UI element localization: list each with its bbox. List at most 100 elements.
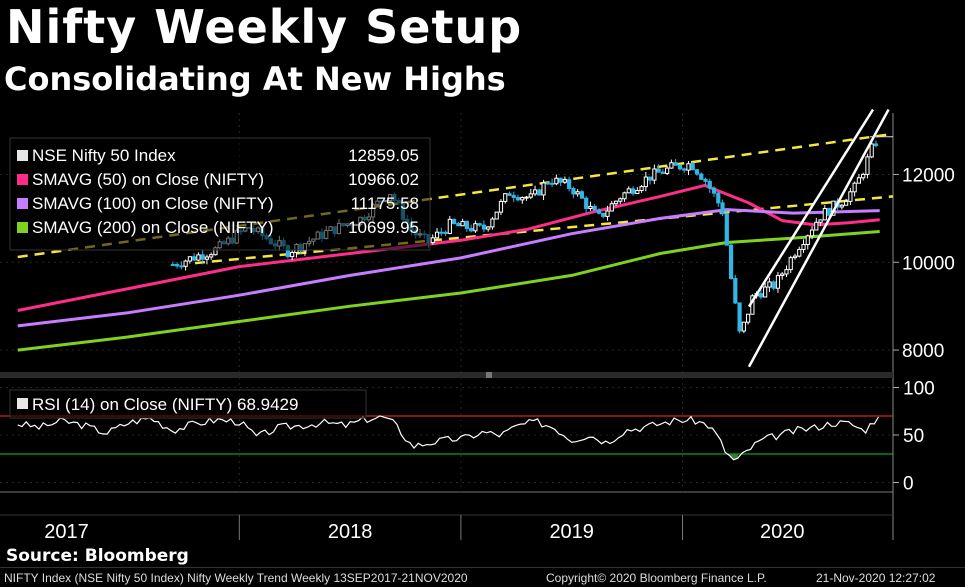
candle-body bbox=[541, 182, 546, 196]
candle-body bbox=[596, 209, 602, 214]
candle-body bbox=[545, 182, 550, 185]
candle-body bbox=[528, 193, 533, 198]
year-label: 2019 bbox=[549, 521, 594, 543]
candle-body bbox=[839, 204, 844, 208]
candle-body bbox=[477, 223, 482, 226]
rsi-legend-label: RSI (14) on Close (NIFTY) 68.9429 bbox=[32, 395, 298, 414]
candle-body bbox=[856, 177, 862, 184]
channel-line bbox=[17, 132, 894, 259]
candle-body bbox=[771, 281, 776, 289]
candle-body bbox=[588, 205, 593, 209]
candle-body bbox=[618, 198, 623, 202]
candle-body bbox=[511, 194, 516, 198]
legend-series-name: SMAVG (50) on Close (NIFTY) bbox=[32, 170, 264, 189]
candle-body bbox=[716, 192, 721, 204]
chart-subtitle: Consolidating At New Highs bbox=[4, 60, 506, 98]
footer-security: NIFTY Index (NSE Nifty 50 Index) Nifty W… bbox=[4, 571, 468, 585]
candle-body bbox=[869, 143, 874, 158]
candle-body bbox=[498, 200, 504, 213]
candle-body bbox=[780, 273, 785, 277]
rising-wedge-line bbox=[747, 108, 890, 368]
candle-body bbox=[464, 220, 469, 229]
price-tick-label: 10000 bbox=[902, 253, 955, 274]
candle-body bbox=[554, 177, 559, 185]
candle-body bbox=[707, 180, 712, 189]
legend-swatch bbox=[17, 222, 28, 233]
candle-body bbox=[439, 231, 444, 234]
rsi-tick-label: 0 bbox=[903, 474, 914, 495]
candle-body bbox=[549, 182, 555, 185]
candle-body bbox=[613, 200, 619, 205]
candle-body bbox=[865, 156, 870, 175]
candle-body bbox=[844, 200, 849, 206]
nifty-chart: 12000 10000 8000 NSE Nifty 50 Index 12859.0… bbox=[0, 108, 955, 543]
legend-series-value: 12859.05 bbox=[348, 146, 419, 165]
candle-body bbox=[797, 248, 802, 257]
candle-body bbox=[801, 244, 806, 250]
candle-body bbox=[209, 254, 214, 258]
candle-body bbox=[703, 178, 708, 182]
candle-body bbox=[460, 220, 465, 227]
legend-box bbox=[9, 137, 431, 251]
candle-body bbox=[592, 205, 597, 211]
candle-body bbox=[524, 196, 529, 199]
rsi-axis: 100 50 0 bbox=[893, 379, 935, 495]
candle-body bbox=[792, 255, 798, 259]
price-tick-label: 12000 bbox=[902, 165, 955, 186]
price-axis: 12000 10000 8000 bbox=[870, 136, 955, 362]
year-label: 2017 bbox=[44, 521, 89, 543]
legend-series-value: 11175.58 bbox=[351, 194, 419, 213]
candle-body bbox=[814, 221, 819, 231]
footer-timestamp: 21-Nov-2020 12:27:02 bbox=[816, 571, 936, 585]
legend-series-name: SMAVG (100) on Close (NIFTY) bbox=[32, 194, 274, 213]
rsi-tick-label: 50 bbox=[903, 426, 924, 447]
candle-body bbox=[711, 187, 717, 194]
candle-body bbox=[562, 179, 567, 183]
rising-wedge-line bbox=[747, 108, 875, 308]
candle-body bbox=[784, 269, 789, 275]
rsi-legend: RSI (14) on Close (NIFTY) 68.9429 bbox=[9, 389, 367, 419]
candle-body bbox=[204, 256, 210, 260]
candle-body bbox=[507, 193, 512, 196]
candle-body bbox=[473, 223, 478, 232]
grid bbox=[0, 113, 893, 492]
candle-body bbox=[728, 244, 734, 280]
candle-body bbox=[758, 293, 763, 298]
rsi-tick-label: 100 bbox=[903, 379, 935, 400]
candle-body bbox=[520, 197, 525, 201]
candle-body bbox=[733, 278, 738, 304]
candle-body bbox=[503, 193, 508, 202]
candle-body bbox=[451, 218, 457, 224]
candle-body bbox=[183, 260, 188, 267]
candle-body bbox=[852, 182, 857, 193]
candle-body bbox=[494, 211, 499, 220]
candle-body bbox=[200, 254, 205, 260]
candle-body bbox=[579, 191, 585, 199]
source-label: Source: Bloomberg bbox=[6, 546, 189, 566]
candle-body bbox=[622, 192, 627, 200]
candle-body bbox=[660, 171, 665, 174]
legend-series-name: NSE Nifty 50 Index bbox=[32, 146, 176, 165]
candle-body bbox=[724, 213, 729, 246]
candle-body bbox=[690, 163, 695, 171]
candle-body bbox=[175, 264, 180, 267]
legend-swatch bbox=[17, 198, 28, 209]
candle-body bbox=[809, 229, 815, 237]
candle-body bbox=[486, 226, 491, 230]
channel-lines bbox=[17, 132, 894, 265]
candle-body bbox=[290, 252, 295, 258]
candle-body bbox=[737, 302, 742, 332]
panel-splitter-handle[interactable] bbox=[486, 372, 492, 378]
candle-body bbox=[456, 222, 461, 227]
candle-body bbox=[694, 169, 700, 175]
candle-body bbox=[626, 188, 631, 194]
candle-body bbox=[434, 231, 440, 239]
candle-body bbox=[677, 164, 683, 170]
year-axis: 2017 2018 2019 2020 bbox=[44, 515, 804, 543]
candle-body bbox=[822, 208, 827, 221]
legend-series-value: 10699.95 bbox=[348, 218, 419, 237]
rsi-line bbox=[17, 415, 880, 461]
panel-divider bbox=[0, 372, 893, 378]
candle-body bbox=[848, 191, 853, 202]
rsi-legend-box bbox=[9, 389, 367, 419]
